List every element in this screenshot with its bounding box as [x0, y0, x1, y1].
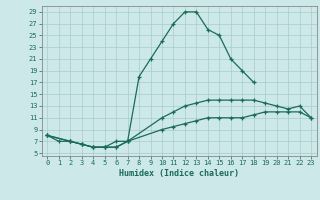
X-axis label: Humidex (Indice chaleur): Humidex (Indice chaleur): [119, 169, 239, 178]
